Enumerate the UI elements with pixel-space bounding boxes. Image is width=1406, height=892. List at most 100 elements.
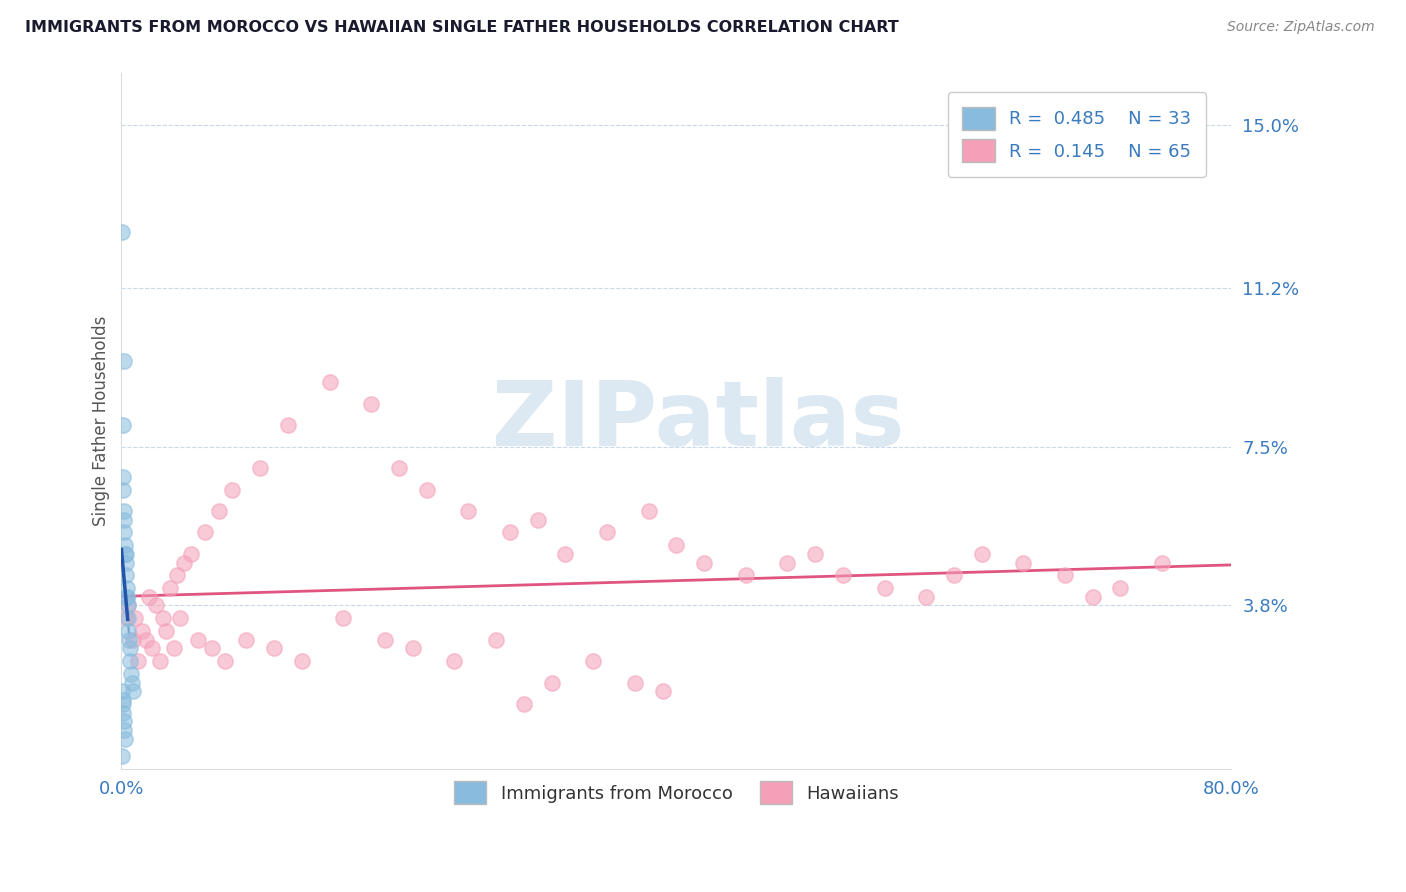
Point: [214, 654, 236, 668]
Point: [637, 504, 659, 518]
Point: [832, 568, 855, 582]
Point: [118, 641, 141, 656]
Point: [112, 504, 135, 518]
Point: [374, 632, 396, 647]
Point: [651, 684, 673, 698]
Point: [693, 556, 716, 570]
Point: [235, 632, 257, 647]
Point: [249, 461, 271, 475]
Point: [540, 675, 562, 690]
Point: [332, 611, 354, 625]
Point: [115, 556, 138, 570]
Point: [415, 483, 437, 497]
Point: [970, 547, 993, 561]
Point: [117, 611, 139, 625]
Point: [443, 654, 465, 668]
Point: [121, 675, 143, 690]
Point: [1109, 582, 1132, 596]
Point: [1150, 556, 1173, 570]
Legend: Immigrants from Morocco, Hawaiians: Immigrants from Morocco, Hawaiians: [443, 771, 910, 815]
Point: [115, 582, 138, 596]
Point: [166, 568, 188, 582]
Point: [111, 697, 134, 711]
Point: [141, 641, 163, 656]
Text: ZIPatlas: ZIPatlas: [492, 376, 905, 465]
Point: [127, 654, 149, 668]
Point: [159, 582, 181, 596]
Point: [111, 684, 134, 698]
Point: [804, 547, 827, 561]
Point: [402, 641, 425, 656]
Point: [114, 611, 136, 625]
Point: [114, 538, 136, 552]
Point: [111, 469, 134, 483]
Point: [117, 599, 139, 613]
Point: [526, 512, 548, 526]
Point: [1012, 556, 1035, 570]
Point: [169, 611, 191, 625]
Point: [155, 624, 177, 639]
Point: [221, 483, 243, 497]
Point: [121, 684, 143, 698]
Point: [318, 375, 340, 389]
Point: [582, 654, 605, 668]
Point: [291, 654, 314, 668]
Point: [131, 624, 153, 639]
Point: [180, 547, 202, 561]
Point: [114, 731, 136, 746]
Point: [187, 632, 209, 647]
Point: [173, 556, 195, 570]
Point: [121, 632, 143, 647]
Point: [117, 590, 139, 604]
Point: [117, 599, 139, 613]
Point: [114, 547, 136, 561]
Point: [873, 582, 896, 596]
Point: [112, 512, 135, 526]
Point: [135, 632, 157, 647]
Point: [117, 624, 139, 639]
Point: [665, 538, 688, 552]
Text: IMMIGRANTS FROM MOROCCO VS HAWAIIAN SINGLE FATHER HOUSEHOLDS CORRELATION CHART: IMMIGRANTS FROM MOROCCO VS HAWAIIAN SING…: [25, 20, 898, 35]
Point: [263, 641, 285, 656]
Point: [388, 461, 411, 475]
Point: [124, 611, 146, 625]
Point: [1081, 590, 1104, 604]
Point: [152, 611, 174, 625]
Point: [114, 525, 136, 540]
Point: [485, 632, 508, 647]
Point: [111, 693, 134, 707]
Point: [145, 599, 167, 613]
Point: [201, 641, 224, 656]
Point: [112, 706, 135, 720]
Point: [112, 723, 135, 737]
Point: [163, 641, 186, 656]
Point: [111, 748, 134, 763]
Point: [112, 353, 135, 368]
Point: [554, 547, 576, 561]
Point: [112, 714, 135, 729]
Point: [915, 590, 938, 604]
Point: [111, 418, 134, 433]
Point: [776, 556, 799, 570]
Point: [149, 654, 172, 668]
Point: [115, 590, 138, 604]
Point: [734, 568, 756, 582]
Point: [115, 568, 138, 582]
Point: [360, 397, 382, 411]
Point: [1053, 568, 1076, 582]
Point: [111, 225, 134, 239]
Point: [499, 525, 522, 540]
Point: [118, 632, 141, 647]
Point: [112, 483, 135, 497]
Point: [138, 590, 160, 604]
Point: [457, 504, 479, 518]
Point: [623, 675, 645, 690]
Point: [513, 697, 536, 711]
Y-axis label: Single Father Households: Single Father Households: [93, 316, 110, 526]
Text: Source: ZipAtlas.com: Source: ZipAtlas.com: [1227, 20, 1375, 34]
Point: [207, 504, 229, 518]
Point: [277, 418, 299, 433]
Point: [120, 654, 142, 668]
Point: [596, 525, 619, 540]
Point: [942, 568, 965, 582]
